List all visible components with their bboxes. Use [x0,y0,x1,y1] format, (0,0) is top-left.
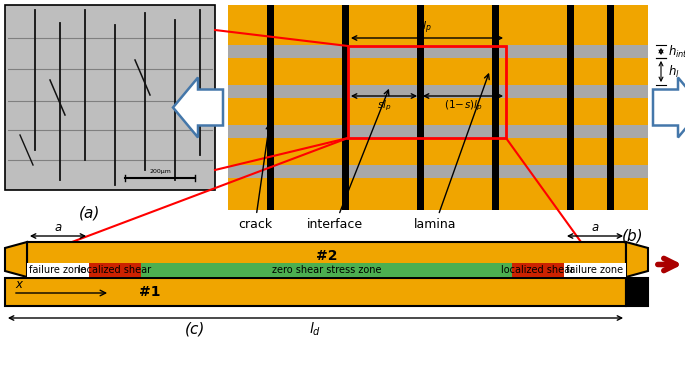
Polygon shape [5,242,27,277]
Polygon shape [173,77,223,138]
Bar [5,5,215,190]
Bar [267,5,274,210]
Text: 200μm: 200μm [149,169,171,174]
Text: $(1\!-\!s)l_p$: $(1\!-\!s)l_p$ [444,99,482,113]
Text: localized shear: localized shear [501,265,575,275]
Bar [564,263,626,277]
Bar [89,263,141,277]
Text: interface: interface [307,90,389,231]
Text: $a$: $a$ [590,221,599,234]
Bar [228,45,648,58]
Bar [626,278,648,306]
Text: (c): (c) [185,321,206,336]
Text: lamina: lamina [414,74,489,231]
Text: localized shear: localized shear [79,265,151,275]
Bar [228,165,648,178]
Text: $l_d$: $l_d$ [310,321,321,338]
Bar [5,278,626,306]
Text: #1: #1 [139,285,161,299]
Bar [228,125,648,138]
Text: $sl_p$: $sl_p$ [377,99,391,113]
Text: failure zone: failure zone [29,265,86,275]
Bar [417,5,424,210]
Text: $h_l$: $h_l$ [668,64,680,80]
Polygon shape [653,77,685,138]
Bar [27,263,89,277]
Text: #2: #2 [316,249,337,264]
Text: $h_{int}$: $h_{int}$ [668,43,685,59]
Bar [228,85,648,98]
Text: (a): (a) [79,205,101,220]
Text: $l_p$: $l_p$ [422,19,432,36]
Bar [512,263,564,277]
Text: failure zone: failure zone [566,265,623,275]
Text: $a$: $a$ [54,221,62,234]
Text: $x$: $x$ [15,278,25,291]
Bar [492,5,499,210]
Bar [607,5,614,210]
Bar [348,46,506,138]
Polygon shape [626,242,648,277]
Text: zero shear stress zone: zero shear stress zone [272,265,382,275]
Bar [228,5,648,210]
Bar [141,263,512,277]
Bar [342,5,349,210]
Text: (b): (b) [621,228,643,243]
Bar [567,5,574,210]
Bar [27,242,626,277]
Text: crack: crack [238,124,272,231]
